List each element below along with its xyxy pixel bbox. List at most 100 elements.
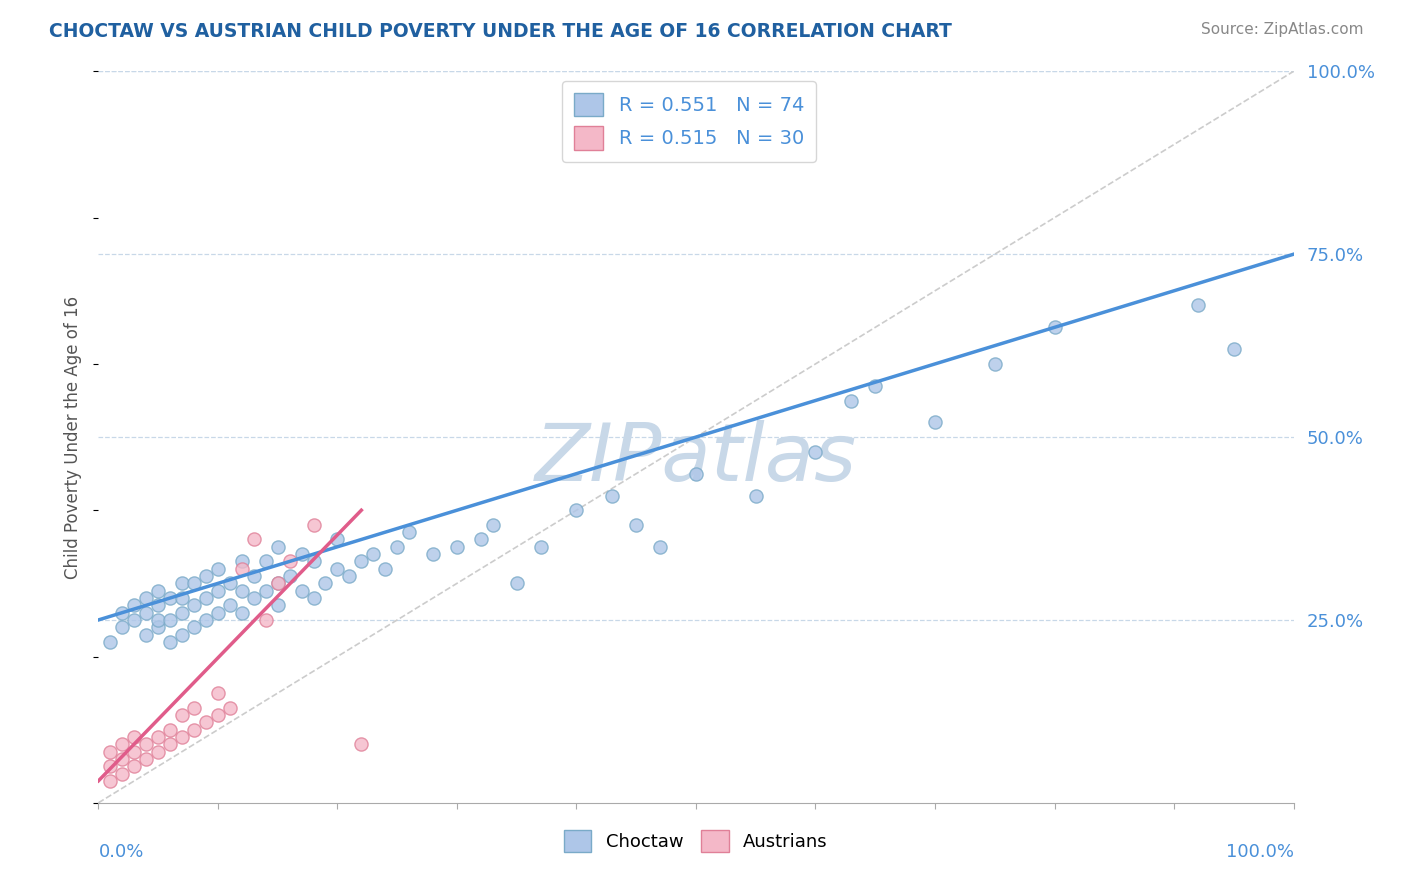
Point [602,489,624,503]
Point [172,627,194,641]
Point [195,591,218,605]
Text: Source: ZipAtlas.com: Source: ZipAtlas.com [1201,22,1364,37]
Point [446,540,468,554]
Point [124,599,146,613]
Point [98,759,122,773]
Point [278,554,301,568]
Point [135,752,157,766]
Point [398,525,420,540]
Point [1043,320,1066,334]
Point [172,708,194,723]
Point [183,620,205,634]
Point [1187,298,1209,312]
Point [626,517,648,532]
Point [865,379,887,393]
Point [374,562,396,576]
Point [924,416,946,430]
Text: 100.0%: 100.0% [1226,843,1294,861]
Point [302,517,325,532]
Point [148,583,170,598]
Point [207,583,229,598]
Text: ZIPatlas: ZIPatlas [534,420,858,498]
Point [159,613,181,627]
Point [183,723,205,737]
Point [481,517,505,532]
Point [267,540,290,554]
Point [148,620,170,634]
Point [159,591,181,605]
Point [315,576,337,591]
Point [804,444,827,458]
Point [326,533,349,547]
Point [385,540,409,554]
Point [648,540,672,554]
Point [231,554,253,568]
Point [254,554,277,568]
Point [350,737,373,751]
Point [207,686,229,700]
Point [135,591,157,605]
Point [135,606,157,620]
Point [267,576,290,591]
Point [219,576,242,591]
Point [159,737,181,751]
Point [195,569,218,583]
Point [219,700,242,714]
Text: 0.0%: 0.0% [98,843,143,861]
Point [172,606,194,620]
Point [148,745,170,759]
Point [111,766,134,780]
Point [470,533,492,547]
Point [231,606,253,620]
Point [111,620,134,634]
Y-axis label: Child Poverty Under the Age of 16: Child Poverty Under the Age of 16 [65,295,83,579]
Point [159,723,181,737]
Legend: Choctaw, Austrians: Choctaw, Austrians [557,823,835,860]
Point [745,489,768,503]
Point [111,752,134,766]
Point [135,627,157,641]
Point [172,730,194,744]
Point [302,554,325,568]
Point [267,599,290,613]
Point [565,503,588,517]
Point [124,613,146,627]
Point [172,591,194,605]
Point [243,591,266,605]
Point [506,576,529,591]
Point [363,547,385,561]
Point [219,599,242,613]
Point [207,708,229,723]
Point [291,583,314,598]
Point [254,583,277,598]
Point [243,569,266,583]
Point [98,745,122,759]
Point [195,613,218,627]
Point [195,715,218,730]
Point [350,554,373,568]
Point [172,576,194,591]
Point [111,606,134,620]
Point [98,773,122,788]
Point [243,533,266,547]
Point [984,357,1007,371]
Point [422,547,444,561]
Point [207,606,229,620]
Point [254,613,277,627]
Point [183,576,205,591]
Point [267,576,290,591]
Point [207,562,229,576]
Point [685,467,707,481]
Point [1223,343,1246,357]
Point [231,562,253,576]
Point [135,737,157,751]
Point [98,635,122,649]
Point [124,730,146,744]
Point [111,737,134,751]
Point [148,613,170,627]
Point [183,700,205,714]
Point [124,759,146,773]
Point [148,730,170,744]
Point [124,745,146,759]
Point [278,569,301,583]
